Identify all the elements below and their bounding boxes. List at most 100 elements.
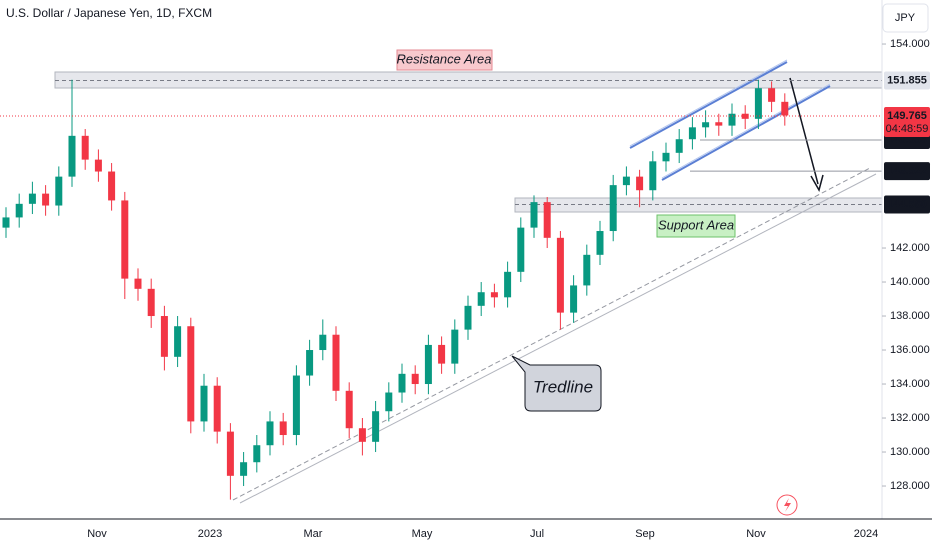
y-tick-label: 134.000 <box>890 378 930 390</box>
candle-body <box>306 350 314 376</box>
candle-body <box>160 316 168 357</box>
candle-body <box>28 193 36 204</box>
candle-body <box>609 185 617 232</box>
candle-body <box>702 122 710 128</box>
x-tick-label: May <box>412 528 433 540</box>
candle-body <box>385 392 393 412</box>
x-tick-label: 2024 <box>854 528 878 540</box>
candle-body <box>319 334 327 351</box>
candle-body <box>15 203 23 218</box>
x-tick-label: Nov <box>87 528 107 540</box>
candle-body <box>688 127 696 140</box>
trendline <box>239 173 877 504</box>
candle-body <box>728 113 736 126</box>
candle-body <box>754 88 762 119</box>
candle-body <box>2 217 10 228</box>
candle-body <box>464 305 472 330</box>
candle-body <box>174 326 182 357</box>
level-price-label: 144.560 <box>887 198 927 210</box>
candle-body <box>266 421 274 446</box>
candle-body <box>279 421 287 436</box>
y-tick-label: 142.000 <box>890 242 930 254</box>
trendline-label: Tredline <box>533 377 593 396</box>
x-tick-label: Jul <box>530 528 544 540</box>
candle-body <box>596 231 604 255</box>
candle-body <box>741 113 749 119</box>
candle-body <box>715 122 723 126</box>
candle-body <box>147 288 155 317</box>
candle-body <box>292 375 300 436</box>
x-tick-label: 2023 <box>198 528 222 540</box>
resistance-label: Resistance Area <box>397 51 492 66</box>
candle-body <box>398 373 406 393</box>
candle-body <box>477 292 485 306</box>
candle-body <box>649 161 657 191</box>
level-price-box <box>884 195 930 214</box>
candle-body <box>372 411 380 442</box>
support-label-box <box>656 214 736 238</box>
y-tick-label: 138.000 <box>890 310 930 322</box>
candle-body <box>55 176 63 206</box>
arrow-head <box>810 174 824 192</box>
candle-body <box>108 171 116 201</box>
candle-body <box>662 152 670 162</box>
candle-body <box>358 428 366 442</box>
candle-body <box>517 227 525 272</box>
candle-body <box>556 237 564 313</box>
x-tick-label: Mar <box>304 528 323 540</box>
trendline-callout <box>511 355 602 412</box>
channel-line <box>661 85 831 181</box>
candle-body <box>81 135 89 160</box>
candle-body <box>622 176 630 186</box>
support-label: Support Area <box>658 217 734 232</box>
candle-body <box>332 334 340 391</box>
candle-body <box>424 344 432 385</box>
channel-line <box>629 61 788 149</box>
y-tick-label: 128.000 <box>890 480 930 492</box>
currency-box[interactable] <box>882 3 929 33</box>
candle-body <box>636 176 644 191</box>
candle-body <box>68 135 76 177</box>
channel-line <box>661 83 831 179</box>
arrow <box>789 77 819 185</box>
candle-body <box>213 385 221 432</box>
candle-body <box>583 254 591 286</box>
candle-body <box>768 88 776 102</box>
candle-body <box>226 431 234 476</box>
candle-body <box>570 285 578 313</box>
y-tick-label: 132.000 <box>890 412 930 424</box>
y-tick-label: 130.000 <box>890 446 930 458</box>
x-tick-label: Sep <box>635 528 655 540</box>
candle-body <box>451 329 459 364</box>
channel-line <box>629 59 788 147</box>
chart-title: U.S. Dollar / Japanese Yen, 1D, FXCM <box>6 6 212 20</box>
candle-body <box>253 445 261 463</box>
level-price-label: 151.855 <box>887 74 927 86</box>
candle-body <box>438 344 446 364</box>
candles <box>2 79 789 500</box>
y-tick-label: 154.000 <box>890 38 930 50</box>
candle-body <box>134 278 142 289</box>
candle-body <box>411 373 419 385</box>
candle-body <box>187 326 195 422</box>
level-price-box <box>884 71 930 90</box>
resistance-label-box <box>396 49 493 71</box>
candle-body <box>200 385 208 422</box>
candle-body <box>490 292 498 298</box>
candle-body <box>530 202 538 228</box>
candle-body <box>675 139 683 153</box>
event-icon-bolt <box>784 498 791 512</box>
candle-body <box>345 390 353 429</box>
candle-body <box>94 159 102 172</box>
candle-body <box>504 271 512 298</box>
candle-body <box>240 462 248 476</box>
x-tick-label: Nov <box>746 528 766 540</box>
last-price-box <box>884 107 930 138</box>
last-price-label: 149.765 <box>887 110 927 122</box>
currency: JPY <box>895 12 916 24</box>
level-price-label: 146.522 <box>887 165 927 177</box>
countdown-label: 04:48:59 <box>886 123 929 135</box>
y-tick-label: 136.000 <box>890 344 930 356</box>
